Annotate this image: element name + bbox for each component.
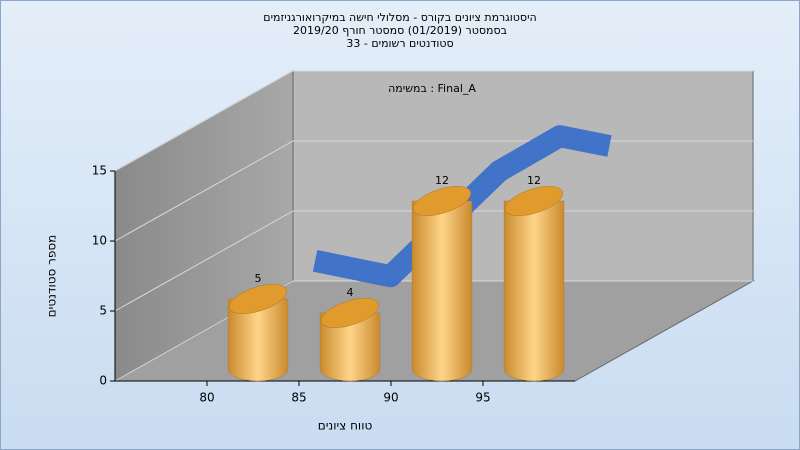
line-ribbon (312, 125, 612, 288)
data-label: 5 (255, 272, 262, 285)
bar-top (413, 186, 471, 216)
grid-line (114, 70, 753, 172)
chart-title: היסטוגרמת ציונים בקורס - מסלולי חישה במי… (263, 11, 536, 24)
x-axis-title: טווח ציונים (318, 419, 373, 433)
y-tick-label: 0 (99, 374, 107, 388)
bar-top (505, 186, 563, 216)
bar (411, 200, 473, 382)
x-tick-label: 90 (383, 391, 398, 405)
data-label: 4 (347, 286, 354, 299)
annotation: במשימה : Final_A (388, 82, 476, 95)
data-label: 12 (527, 174, 541, 187)
y-tick-label: 15 (92, 164, 107, 178)
bar (227, 298, 289, 382)
y-axis-title: מספר סטודנטים (45, 235, 59, 318)
bar (503, 200, 565, 382)
x-tick-label: 95 (475, 391, 490, 405)
grid-line (114, 280, 753, 382)
chart-title: בסמסטר (01/2019) סמסטר חורף 2019/20 (293, 24, 507, 37)
x-tick-label: 80 (199, 391, 214, 405)
grid-line (114, 210, 753, 312)
bar-top (229, 284, 287, 314)
data-label: 12 (435, 174, 449, 187)
y-tick-label: 10 (92, 234, 107, 248)
bar (319, 312, 381, 382)
chart-title: סטודנטים רשומים - 33 (346, 37, 453, 50)
x-tick-label: 85 (291, 391, 306, 405)
bar-top (321, 298, 379, 328)
y-tick-label: 5 (99, 304, 107, 318)
